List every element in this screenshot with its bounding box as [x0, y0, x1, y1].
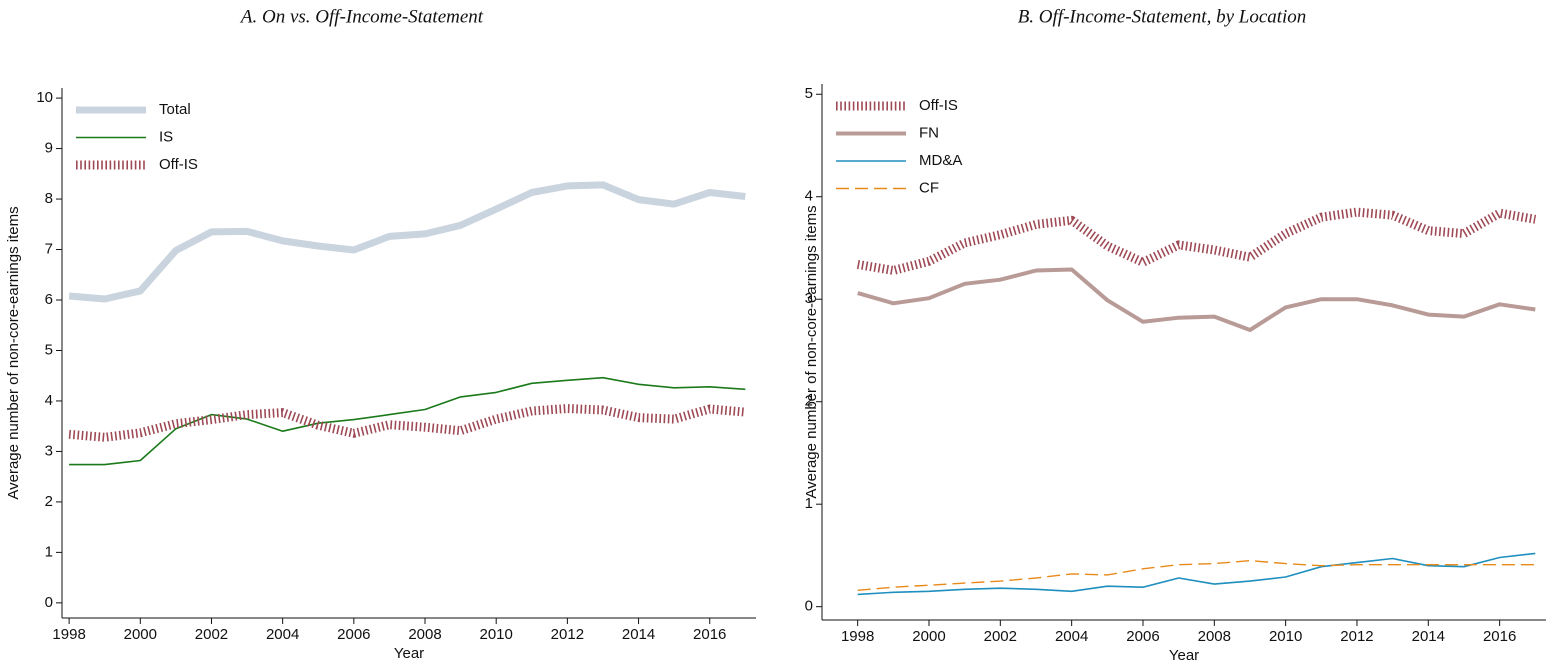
y-tick-label: 10	[36, 89, 53, 106]
y-tick-label: 5	[805, 85, 813, 102]
legend-label: Off-IS	[159, 156, 198, 173]
x-tick-label: 2002	[984, 628, 1017, 645]
y-axis-label: Average number of non-core-earnings item…	[803, 205, 820, 498]
y-tick-label: 9	[45, 140, 53, 157]
x-tick-label: 2016	[1483, 628, 1516, 645]
chart-title: A. On vs. Off-Income-Statement	[239, 6, 484, 27]
x-tick-label: 2004	[1055, 628, 1088, 645]
series-line	[857, 559, 1536, 591]
series-line	[856, 207, 1537, 275]
x-tick-label: 2014	[622, 626, 655, 643]
x-tick-label: 2000	[912, 628, 945, 645]
x-tick-label: 2000	[124, 626, 157, 643]
y-tick-label: 0	[45, 594, 53, 611]
y-tick-label: 2	[45, 493, 53, 510]
series-line	[68, 404, 746, 442]
x-tick-label: 2004	[266, 626, 299, 643]
y-axis-label: Average number of non-core-earnings item…	[5, 206, 22, 499]
x-tick-label: 2012	[1340, 628, 1373, 645]
x-axis-label: Year	[394, 645, 424, 662]
series-line	[857, 552, 1536, 596]
legend-label: IS	[159, 128, 173, 145]
chart-title: B. Off-Income-Statement, by Location	[1018, 6, 1307, 27]
y-tick-label: 6	[45, 291, 53, 308]
legend-label: CF	[919, 179, 939, 196]
y-tick-label: 3	[45, 442, 53, 459]
x-tick-label: 2010	[480, 626, 513, 643]
x-tick-label: 2006	[337, 626, 370, 643]
x-tick-label: 1998	[841, 628, 874, 645]
legend-label: Off-IS	[919, 97, 958, 114]
series-line	[857, 267, 1536, 332]
x-tick-label: 2008	[1198, 628, 1231, 645]
y-tick-label: 3	[805, 290, 813, 307]
y-tick-label: 1	[45, 543, 53, 560]
y-tick-label: 4	[45, 392, 53, 409]
x-tick-label: 2002	[195, 626, 228, 643]
legend-label: MD&A	[919, 152, 962, 169]
y-tick-label: 5	[45, 341, 53, 358]
y-tick-label: 8	[45, 190, 53, 207]
x-tick-label: 2010	[1269, 628, 1302, 645]
y-tick-label: 4	[805, 188, 813, 205]
series-line	[68, 181, 746, 303]
legend-label: FN	[919, 124, 939, 141]
x-tick-label: 1998	[52, 626, 85, 643]
y-tick-label: 7	[45, 240, 53, 257]
x-tick-label: 2006	[1126, 628, 1159, 645]
x-tick-label: 2014	[1412, 628, 1445, 645]
y-tick-label: 0	[805, 598, 813, 615]
x-tick-label: 2016	[693, 626, 726, 643]
y-tick-label: 2	[805, 393, 813, 410]
x-tick-label: 2012	[551, 626, 584, 643]
legend-label: Total	[159, 101, 191, 118]
y-tick-label: 1	[805, 495, 813, 512]
x-axis-label: Year	[1169, 647, 1199, 664]
x-tick-label: 2008	[408, 626, 441, 643]
